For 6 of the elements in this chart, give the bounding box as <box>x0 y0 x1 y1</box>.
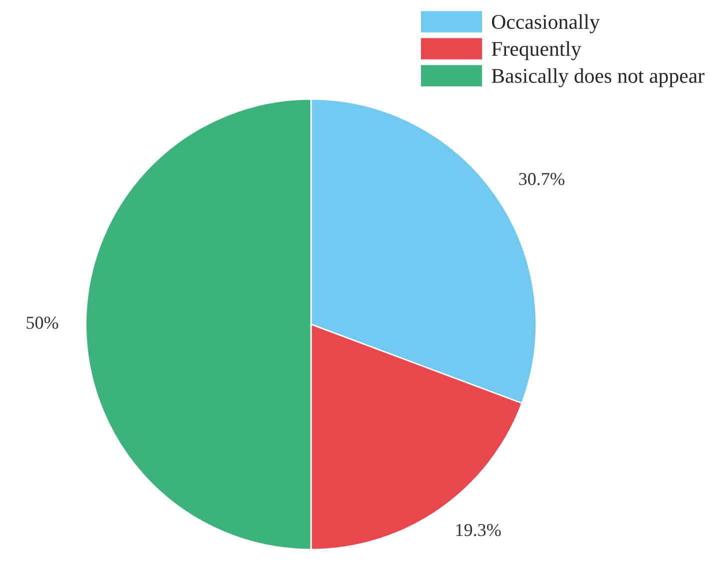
data-label: 30.7% <box>519 172 564 186</box>
legend-label: Frequently <box>492 41 582 60</box>
legend-label: Occasionally <box>492 14 600 34</box>
data-label: 19.3% <box>456 524 501 536</box>
data-label: 50% <box>26 316 58 329</box>
legend-label: Basically does not appear <box>492 68 704 88</box>
